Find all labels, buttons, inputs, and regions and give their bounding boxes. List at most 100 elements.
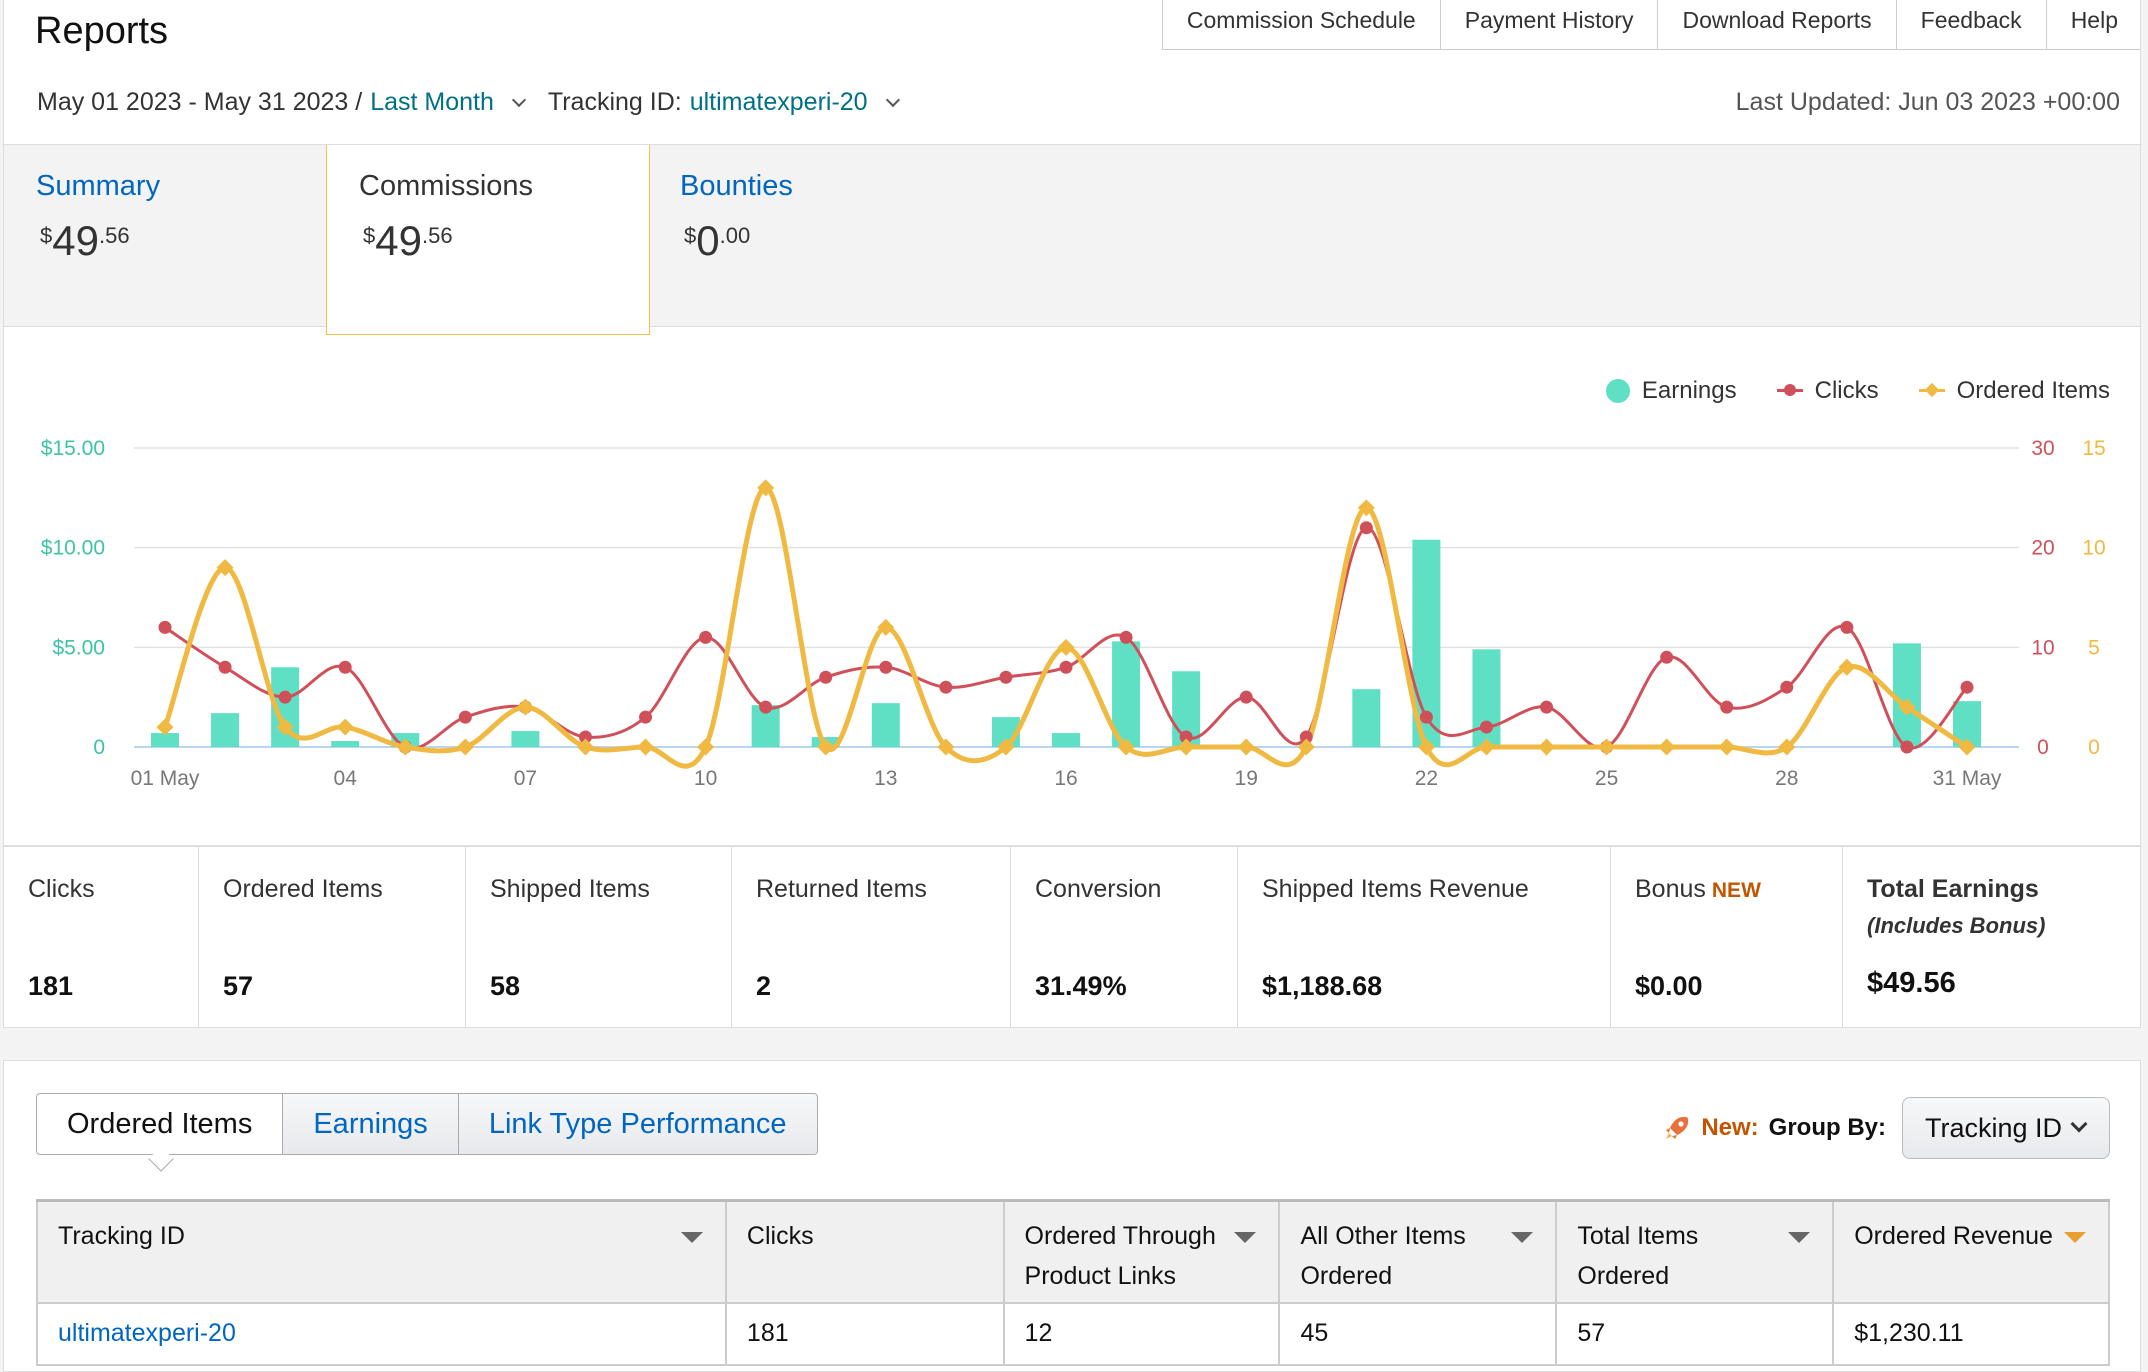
x-tick-label: 07: [514, 767, 537, 790]
summary-amount: $49.56: [40, 217, 130, 264]
column-header-ordered-through-product-links[interactable]: Ordered Through Product Links: [1002, 1199, 1281, 1304]
ordered-items-point: [1838, 658, 1856, 676]
earnings-bar: [331, 741, 360, 747]
tab-ordered-items[interactable]: Ordered Items: [37, 1094, 283, 1154]
tab-commissions[interactable]: Commissions $49.56: [326, 145, 650, 335]
metrics-row: Clicks 181 Ordered Items 57 Shipped Item…: [3, 846, 2141, 1028]
y-left-tick-label: $10.00: [41, 537, 105, 560]
commission-schedule-link[interactable]: Commission Schedule: [1163, 0, 1441, 49]
legend-earnings[interactable]: Earnings: [1605, 377, 1737, 405]
x-tick-label: 13: [874, 767, 897, 790]
chevron-down-icon[interactable]: [885, 92, 900, 107]
tab-link-type-performance[interactable]: Link Type Performance: [457, 1094, 817, 1154]
download-reports-link[interactable]: Download Reports: [1658, 0, 1897, 49]
column-header-total-items-ordered[interactable]: Total Items Ordered: [1555, 1199, 1835, 1304]
date-preset-dropdown[interactable]: Last Month: [370, 88, 494, 116]
sort-arrow-icon[interactable]: [1788, 1232, 1811, 1243]
metric-label: Bonus NEW: [1635, 875, 1761, 903]
ordered-items-point: [1538, 738, 1556, 756]
sort-arrow-icon[interactable]: [2064, 1232, 2086, 1243]
payment-history-link[interactable]: Payment History: [1441, 0, 1659, 49]
clicks-point: [1479, 720, 1493, 734]
metric-label: Shipped Items Revenue: [1262, 875, 1529, 903]
clicks-point: [1720, 700, 1734, 714]
clicks-point: [1960, 680, 1974, 694]
cell-clicks: 181: [724, 1301, 1005, 1366]
x-tick-label: 19: [1235, 767, 1258, 790]
ordered-items-point: [1057, 638, 1075, 656]
y-right-clicks-tick-label: 0: [2037, 736, 2049, 759]
legend-ordered-items[interactable]: Ordered Items: [1918, 377, 2110, 405]
bounties-amount: $0.00: [684, 217, 751, 264]
sort-arrow-icon[interactable]: [1234, 1232, 1257, 1243]
feedback-link[interactable]: Feedback: [1897, 0, 2047, 49]
chevron-down-icon[interactable]: [511, 92, 526, 107]
column-header-ordered-revenue[interactable]: Ordered Revenue: [1832, 1199, 2110, 1304]
y-right-ordered-tick-label: 10: [2082, 537, 2105, 560]
sort-arrow-icon[interactable]: [1511, 1232, 1534, 1243]
tab-summary[interactable]: Summary $49.56: [4, 145, 326, 327]
x-tick-label: 16: [1054, 767, 1077, 790]
ordered-items-point: [1177, 738, 1195, 756]
clicks-point: [338, 660, 352, 674]
legend-earnings-label: Earnings: [1641, 377, 1737, 404]
clicks-point: [1660, 650, 1674, 664]
commissions-amount: $49.56: [363, 217, 453, 264]
legend-ordered-label: Ordered Items: [1956, 377, 2110, 404]
x-tick-label: 22: [1415, 767, 1438, 790]
group-by-control: New: Group By: Tracking ID: [1663, 1097, 2110, 1159]
date-range: May 01 2023 - May 31 2023 /: [37, 88, 363, 116]
metric-value: 31.49%: [1035, 971, 1127, 1001]
ordered-items-point: [276, 718, 294, 736]
x-tick-label: 04: [334, 767, 358, 790]
column-header-clicks[interactable]: Clicks: [724, 1199, 1005, 1304]
ordered-items-point: [1718, 738, 1736, 756]
tab-earnings[interactable]: Earnings: [282, 1094, 458, 1154]
ordered-items-point: [156, 718, 174, 736]
cell-tracking-id[interactable]: ultimatexperi-20: [36, 1301, 727, 1366]
clicks-point: [458, 710, 472, 724]
clicks-line: [164, 526, 1969, 750]
tab-bounties-label: Bounties: [680, 170, 793, 202]
metric-value: 181: [28, 971, 74, 1001]
y-left-tick-label: $5.00: [52, 636, 105, 659]
metric-shipped-revenue: Shipped Items Revenue $1,188.68: [1238, 847, 1611, 1027]
help-link[interactable]: Help: [2070, 7, 2118, 33]
legend-clicks[interactable]: Clicks: [1776, 377, 1879, 405]
metric-label: Clicks: [28, 875, 95, 903]
tracking-id-dropdown[interactable]: ultimatexperi-20: [689, 88, 868, 116]
legend-clicks-label: Clicks: [1814, 377, 1879, 404]
metric-value: $0.00: [1635, 971, 1703, 1001]
new-label: New:: [1701, 1114, 1759, 1141]
clicks-point: [1179, 730, 1193, 744]
ordered-items-point: [697, 738, 715, 756]
group-by-select[interactable]: Tracking ID: [1902, 1097, 2110, 1159]
clicks-point: [939, 680, 953, 694]
metric-clicks: Clicks 181: [4, 847, 199, 1027]
ordered-items-point: [1117, 738, 1135, 756]
tab-bounties[interactable]: Bounties $0.00: [648, 145, 970, 327]
earnings-bar: [1352, 689, 1381, 747]
ordered-items-point: [637, 738, 655, 756]
y-left-tick-label: $15.00: [41, 437, 105, 460]
new-badge: NEW: [1711, 879, 1761, 902]
table-row: ultimatexperi-20 181 12 45 57 $1,230.11: [36, 1301, 2110, 1366]
clicks-point: [1780, 680, 1794, 694]
ordered-items-point: [877, 618, 895, 636]
sort-arrow-icon[interactable]: [680, 1232, 703, 1243]
metric-bonus: Bonus NEW $0.00: [1611, 847, 1843, 1027]
ordered-items-point: [1477, 738, 1495, 756]
metric-shipped-items: Shipped Items 58: [466, 847, 732, 1027]
clicks-point: [578, 730, 592, 744]
cell-all-other-items: 45: [1278, 1301, 1558, 1366]
column-header-tracking-id[interactable]: Tracking ID: [36, 1199, 727, 1304]
metric-conversion: Conversion 31.49%: [1011, 847, 1238, 1027]
clicks-point: [1840, 620, 1854, 634]
metric-value: 57: [223, 971, 254, 1001]
clicks-legend-marker: [1776, 384, 1803, 396]
ordered-items-point: [1778, 738, 1796, 756]
earnings-bar: [1052, 733, 1080, 747]
clicks-point: [1900, 740, 1914, 754]
column-header-all-other-items-ordered[interactable]: All Other Items Ordered: [1278, 1199, 1558, 1304]
clicks-point: [699, 630, 713, 644]
